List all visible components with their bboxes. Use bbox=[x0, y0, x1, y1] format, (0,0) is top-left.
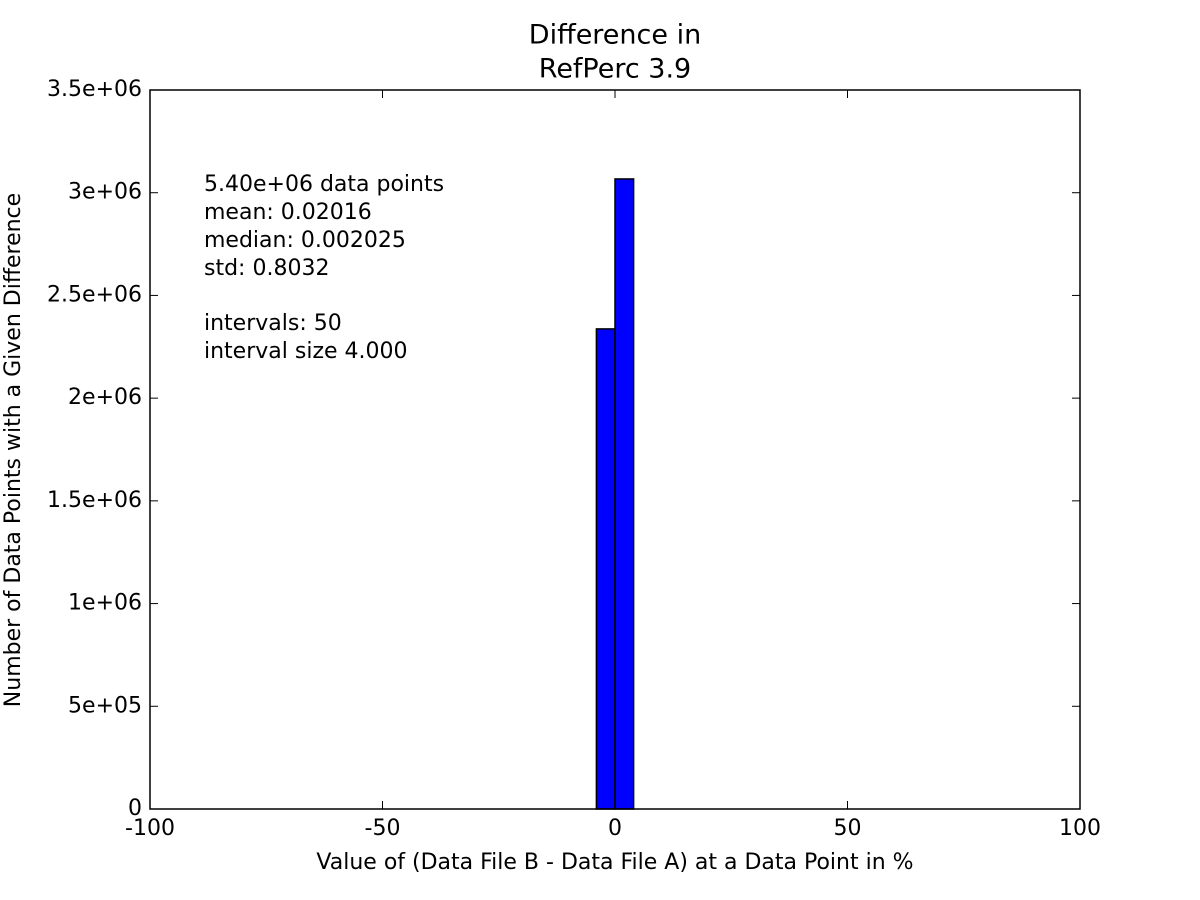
y-tick-label: 1e+06 bbox=[68, 591, 142, 616]
y-tick-label: 2e+06 bbox=[68, 385, 142, 410]
y-axis-label: Number of Data Points with a Given Diffe… bbox=[1, 193, 26, 707]
y-tick-label: 1.5e+06 bbox=[47, 488, 142, 513]
chart-title: RefPerc 3.9 bbox=[539, 54, 691, 85]
x-axis-label: Value of (Data File B - Data File A) at … bbox=[316, 850, 913, 875]
bar bbox=[614, 178, 635, 810]
y-tick-label: 2.5e+06 bbox=[47, 282, 142, 307]
y-tick-label: 5e+05 bbox=[68, 693, 142, 718]
x-tick-label: 50 bbox=[834, 816, 862, 841]
bar bbox=[595, 328, 616, 810]
y-tick-label: 3.5e+06 bbox=[47, 77, 142, 102]
annotation: std: 0.8032 bbox=[204, 256, 329, 281]
annotation: 5.40e+06 data points bbox=[204, 172, 444, 197]
annotation: interval size 4.000 bbox=[204, 339, 408, 364]
chart-title: Difference in bbox=[529, 20, 701, 51]
x-tick-label: -50 bbox=[365, 816, 401, 841]
x-tick-label: -100 bbox=[125, 816, 175, 841]
annotation: intervals: 50 bbox=[204, 311, 342, 336]
annotation: mean: 0.02016 bbox=[204, 200, 372, 225]
y-tick-label: 3e+06 bbox=[68, 180, 142, 205]
annotation: median: 0.002025 bbox=[204, 228, 406, 253]
x-tick-label: 0 bbox=[608, 816, 622, 841]
x-tick-label: 100 bbox=[1059, 816, 1101, 841]
y-tick-label: 0 bbox=[128, 796, 142, 821]
